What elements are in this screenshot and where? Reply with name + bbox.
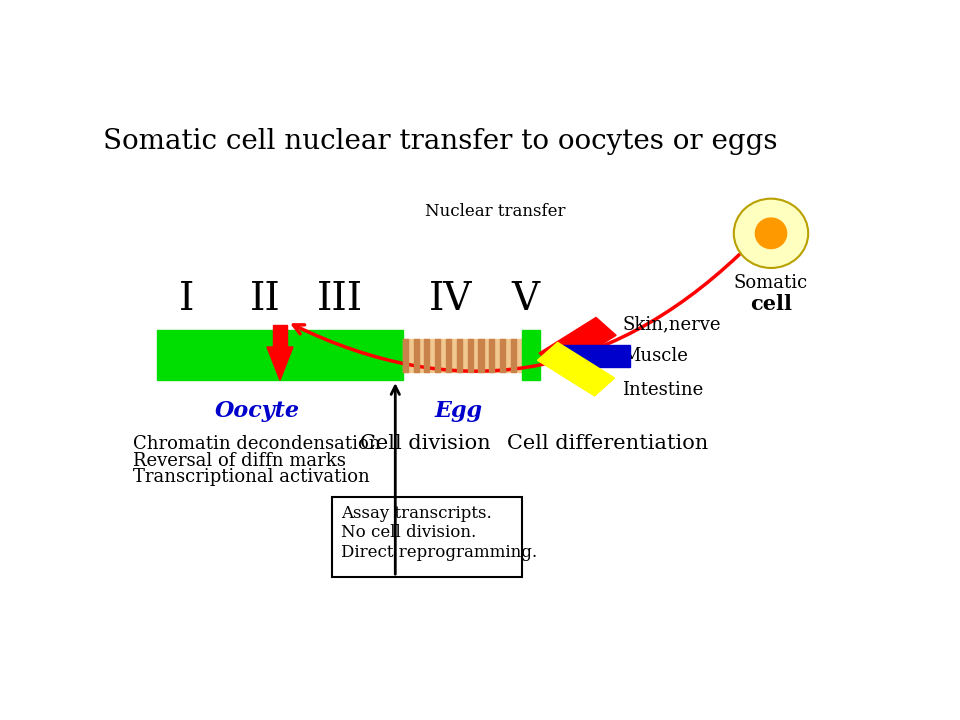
Text: Oocyte: Oocyte: [215, 400, 300, 422]
Text: V: V: [512, 282, 540, 318]
Text: Chromatin decondensation: Chromatin decondensation: [133, 435, 381, 453]
Text: Egg: Egg: [435, 400, 483, 422]
Bar: [457, 338, 462, 372]
Text: Transcriptional activation: Transcriptional activation: [133, 468, 371, 486]
Bar: [446, 338, 451, 372]
Text: IV: IV: [429, 282, 473, 318]
Text: Intestine: Intestine: [622, 381, 704, 399]
Bar: [500, 338, 505, 372]
Bar: [522, 330, 540, 380]
Text: Skin,nerve: Skin,nerve: [622, 316, 721, 334]
Bar: [424, 338, 429, 372]
Polygon shape: [538, 343, 614, 396]
Bar: [511, 338, 516, 372]
Text: Muscle: Muscle: [622, 347, 688, 365]
Text: Somatic cell nuclear transfer to oocytes or eggs: Somatic cell nuclear transfer to oocytes…: [103, 128, 778, 156]
Text: Nuclear transfer: Nuclear transfer: [425, 202, 566, 220]
Text: II: II: [250, 282, 280, 318]
Text: Cell division: Cell division: [360, 434, 491, 454]
Bar: [157, 330, 403, 380]
Bar: [478, 338, 484, 372]
Polygon shape: [267, 347, 293, 380]
Polygon shape: [555, 346, 630, 367]
Bar: [403, 338, 522, 372]
Bar: [490, 338, 494, 372]
Ellipse shape: [733, 199, 808, 268]
Bar: [332, 497, 522, 577]
Text: I: I: [180, 282, 195, 318]
Text: Reversal of diffn marks: Reversal of diffn marks: [133, 451, 347, 469]
Bar: [403, 338, 408, 372]
Text: Assay transcripts.
No cell division.
Direct reprogramming.: Assay transcripts. No cell division. Dir…: [341, 505, 537, 561]
Text: cell: cell: [750, 294, 792, 314]
Text: Somatic: Somatic: [733, 274, 808, 292]
Bar: [414, 338, 419, 372]
Text: III: III: [317, 282, 363, 318]
Bar: [274, 325, 287, 347]
Text: Cell differentiation: Cell differentiation: [507, 434, 708, 454]
Bar: [435, 338, 441, 372]
Bar: [468, 338, 472, 372]
Ellipse shape: [756, 218, 786, 248]
Polygon shape: [539, 318, 616, 371]
